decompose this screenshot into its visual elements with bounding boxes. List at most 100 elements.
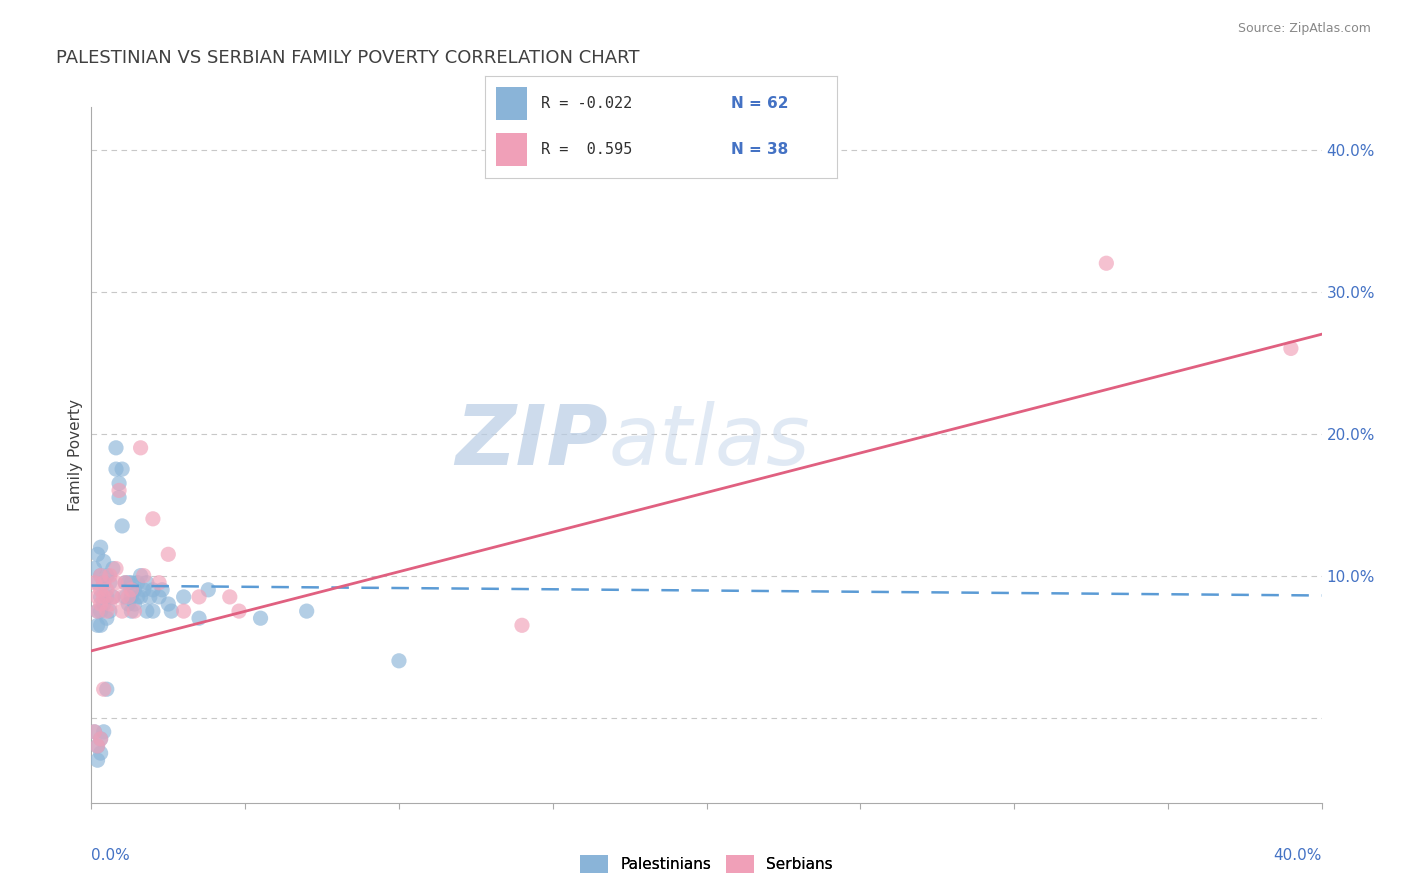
Point (108, 476, 131, 491)
Point (96, 682, 118, 697)
Point (135, 575, 157, 590)
Point (111, 604, 134, 618)
Point (105, 441, 127, 455)
Point (108, 483, 131, 498)
Point (188, 611, 211, 625)
Point (83, 724, 105, 739)
Point (90, 746, 112, 760)
Point (86, 739, 108, 753)
Point (1279, 342, 1302, 356)
Text: R = -0.022: R = -0.022 (541, 96, 633, 111)
Point (90, 568, 112, 582)
Point (111, 590, 134, 604)
Point (173, 604, 195, 618)
Point (111, 462, 134, 476)
Point (93, 597, 115, 611)
Point (86, 753, 108, 767)
Point (86, 547, 108, 561)
Point (218, 590, 240, 604)
Point (90, 540, 112, 554)
Point (90, 604, 112, 618)
Point (295, 604, 318, 618)
Point (96, 582, 118, 597)
Point (93, 682, 115, 697)
Point (135, 604, 157, 618)
Point (249, 611, 271, 625)
Point (101, 590, 124, 604)
Point (105, 561, 127, 575)
Point (157, 597, 180, 611)
Point (120, 582, 142, 597)
Point (98, 604, 121, 618)
Point (86, 604, 108, 618)
Point (124, 604, 146, 618)
Text: N = 62: N = 62 (731, 96, 789, 111)
Point (510, 618, 533, 632)
Point (111, 519, 134, 533)
Point (127, 590, 149, 604)
Point (228, 604, 250, 618)
Point (93, 554, 115, 568)
Text: R =  0.595: R = 0.595 (541, 142, 633, 157)
Point (90, 597, 112, 611)
Point (83, 724, 105, 739)
Point (150, 582, 173, 597)
Point (105, 575, 127, 590)
Point (117, 597, 139, 611)
Point (114, 575, 136, 590)
Point (96, 604, 118, 618)
Point (108, 491, 131, 505)
Point (93, 575, 115, 590)
Point (86, 604, 108, 618)
Text: Source: ZipAtlas.com: Source: ZipAtlas.com (1237, 22, 1371, 36)
Point (142, 604, 165, 618)
Point (86, 618, 108, 632)
Point (86, 590, 108, 604)
Point (90, 731, 112, 746)
Point (90, 731, 112, 746)
Point (90, 590, 112, 604)
Y-axis label: Family Poverty: Family Poverty (67, 399, 83, 511)
Point (98, 597, 121, 611)
Point (388, 654, 411, 668)
Point (129, 441, 152, 455)
Point (105, 462, 127, 476)
Point (96, 590, 118, 604)
Point (124, 582, 146, 597)
Point (96, 611, 118, 625)
Point (90, 568, 112, 582)
Point (86, 739, 108, 753)
Text: 0.0%: 0.0% (91, 848, 131, 863)
Point (98, 575, 121, 590)
Point (120, 604, 142, 618)
Point (101, 561, 124, 575)
Bar (495, 87, 527, 120)
Point (96, 568, 118, 582)
Point (142, 582, 165, 597)
Point (160, 604, 183, 618)
Text: ZIP: ZIP (456, 401, 607, 482)
Point (127, 575, 149, 590)
Point (139, 590, 162, 604)
Point (120, 575, 142, 590)
Point (117, 575, 139, 590)
Point (148, 575, 170, 590)
Point (114, 590, 136, 604)
Text: N = 38: N = 38 (731, 142, 789, 157)
Point (93, 724, 115, 739)
Text: PALESTINIAN VS SERBIAN FAMILY POVERTY CORRELATION CHART: PALESTINIAN VS SERBIAN FAMILY POVERTY CO… (56, 49, 640, 67)
Point (90, 618, 112, 632)
Text: 40.0%: 40.0% (1274, 848, 1322, 863)
Point (132, 568, 155, 582)
Bar (495, 133, 527, 166)
Point (173, 590, 195, 604)
Point (124, 597, 146, 611)
Point (120, 590, 142, 604)
Point (188, 590, 211, 604)
Point (129, 590, 152, 604)
Point (148, 590, 170, 604)
Point (197, 582, 219, 597)
Point (83, 575, 105, 590)
Point (132, 582, 155, 597)
Text: atlas: atlas (607, 401, 810, 482)
